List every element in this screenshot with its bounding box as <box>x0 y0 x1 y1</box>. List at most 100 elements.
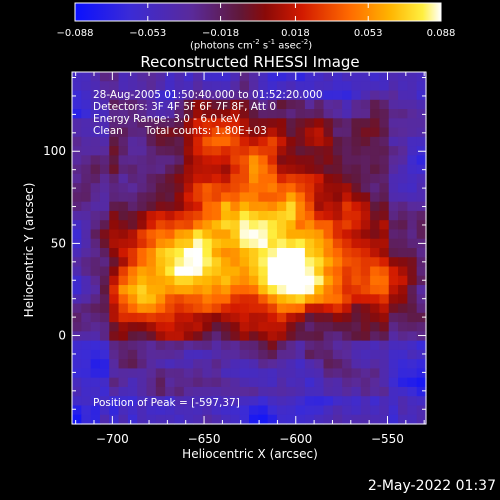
heatmap-cell <box>202 201 213 212</box>
heatmap-cell <box>360 349 371 360</box>
heatmap-cell <box>146 303 157 314</box>
heatmap-cell <box>342 183 353 194</box>
heatmap-cell <box>211 303 222 314</box>
heatmap-cell <box>90 173 101 184</box>
heatmap-cell <box>137 377 148 388</box>
heatmap-cell <box>351 136 362 147</box>
heatmap-cell <box>174 340 185 351</box>
heatmap-cell <box>221 72 231 82</box>
heatmap-cell <box>193 386 204 397</box>
heatmap-cell <box>379 414 390 425</box>
heatmap-cell <box>379 248 390 258</box>
heatmap-cell <box>90 312 101 323</box>
heatmap-cell <box>314 331 325 342</box>
heatmap-cell <box>258 303 269 314</box>
heatmap-cell <box>258 359 269 370</box>
heatmap-cell <box>249 285 259 295</box>
heatmap-cell <box>127 210 138 221</box>
heatmap-cell <box>342 90 353 101</box>
heatmap-cell <box>360 109 371 119</box>
heatmap-cell <box>416 322 427 332</box>
heatmap-cell <box>249 275 259 286</box>
heatmap-cell <box>81 414 92 425</box>
heatmap-cell <box>230 210 241 221</box>
heatmap-cell <box>276 173 287 184</box>
heatmap-cell <box>416 414 427 425</box>
heatmap-cell <box>370 294 381 305</box>
heatmap-cell <box>407 118 418 129</box>
heatmap-cell <box>202 396 213 407</box>
heatmap-cell <box>72 331 82 342</box>
heatmap-cell <box>258 155 269 166</box>
heatmap-cell <box>99 248 110 258</box>
heatmap-cell <box>155 396 166 407</box>
heatmap-cell <box>286 220 297 231</box>
heatmap-cell <box>72 322 82 332</box>
heatmap-cell <box>249 210 259 221</box>
heatmap-cell <box>379 210 390 221</box>
heatmap-cell <box>155 155 166 166</box>
heatmap-cell <box>211 322 222 332</box>
heatmap-cell <box>202 275 213 286</box>
heatmap-cell <box>81 266 92 277</box>
heatmap-cell <box>127 386 138 397</box>
heatmap-cell <box>388 164 399 175</box>
heatmap-cell <box>127 99 138 110</box>
heatmap-cell <box>295 164 306 175</box>
heatmap-cell <box>276 127 287 138</box>
heatmap-cell <box>379 340 390 351</box>
heatmap-cell <box>137 127 148 138</box>
heatmap-cell <box>211 331 222 342</box>
heatmap-cell <box>295 414 306 425</box>
heatmap-cell <box>109 192 120 203</box>
heatmap-cell <box>118 248 129 258</box>
heatmap-cell <box>416 72 427 82</box>
heatmap-cell <box>249 377 259 388</box>
heatmap-cell <box>351 72 362 82</box>
heatmap-cell <box>314 183 325 194</box>
heatmap-cell <box>174 173 185 184</box>
heatmap-cell <box>183 183 194 194</box>
heatmap-cell <box>155 275 166 286</box>
heatmap-cell <box>183 294 194 305</box>
heatmap-cell <box>239 349 250 360</box>
heatmap-cell <box>165 359 176 370</box>
heatmap-cell <box>276 331 287 342</box>
heatmap-cell <box>118 146 129 156</box>
heatmap-cell <box>286 109 297 119</box>
heatmap-cell <box>295 312 306 323</box>
heatmap-cell <box>221 414 231 425</box>
heatmap-cell <box>295 127 306 138</box>
heatmap-cell <box>109 377 120 388</box>
annotation-counts: Total counts: 1.80E+03 <box>144 125 267 137</box>
heatmap-cell <box>267 127 278 138</box>
heatmap-cell <box>127 155 138 166</box>
heatmap-cell <box>398 118 408 129</box>
heatmap-cell <box>90 257 101 268</box>
heatmap-cell <box>118 127 129 138</box>
heatmap-cell <box>230 238 241 249</box>
heatmap-cell <box>249 173 259 184</box>
heatmap-cell <box>239 183 250 194</box>
heatmap-cell <box>388 81 399 92</box>
heatmap-cell <box>155 109 166 119</box>
heatmap-cell <box>407 322 418 332</box>
heatmap-cell <box>323 285 334 295</box>
heatmap-cell <box>118 192 129 203</box>
heatmap-cell <box>90 155 101 166</box>
heatmap-cell <box>109 173 120 184</box>
heatmap-cell <box>109 146 120 156</box>
heatmap-cell <box>118 377 129 388</box>
heatmap-cell <box>211 396 222 407</box>
heatmap-cell <box>146 146 157 156</box>
heatmap-cell <box>239 146 250 156</box>
heatmap-cell <box>127 201 138 212</box>
heatmap-cell <box>332 164 343 175</box>
heatmap-cell <box>230 414 241 425</box>
heatmap-cell <box>109 285 120 295</box>
heatmap-cell <box>351 266 362 277</box>
heatmap-cell <box>379 396 390 407</box>
heatmap-cell <box>72 127 82 138</box>
heatmap-cell <box>267 303 278 314</box>
heatmap-cell <box>230 155 241 166</box>
